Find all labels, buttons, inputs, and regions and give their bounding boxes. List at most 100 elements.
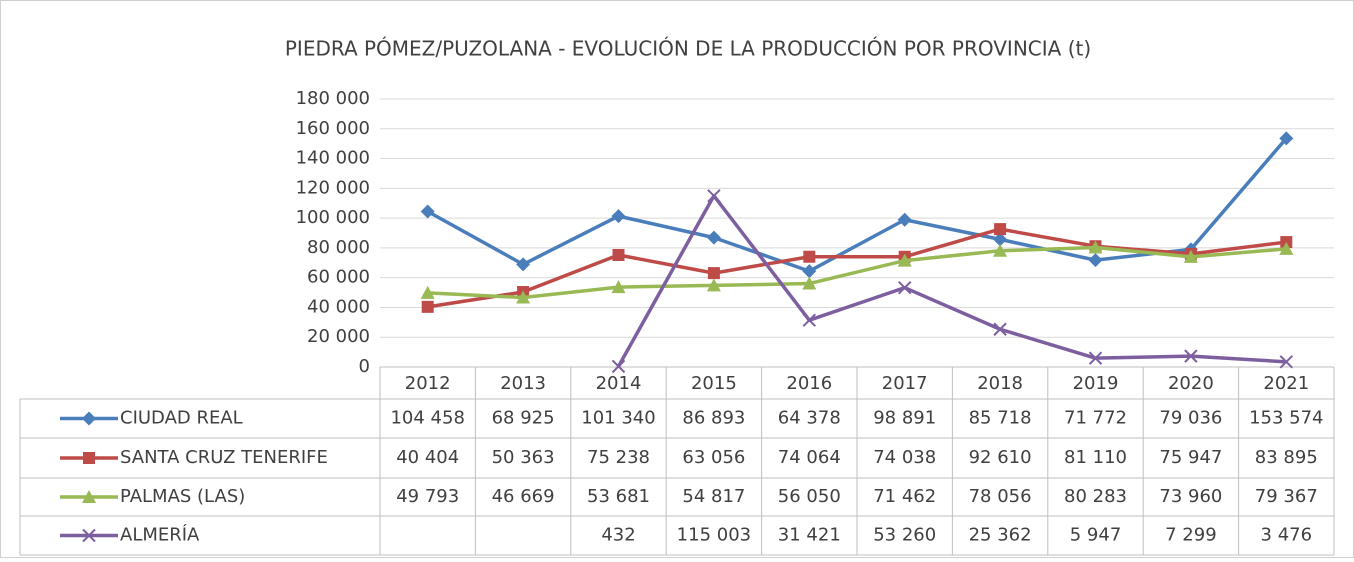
series-line	[427, 227, 1287, 309]
y-tick-label: 120 000	[296, 177, 370, 198]
y-tick-label: 40 000	[307, 296, 370, 317]
table-value: 71 462	[873, 486, 936, 507]
table-value: 56 050	[778, 486, 841, 507]
marker	[83, 452, 95, 464]
legend-label: ALMERÍA	[120, 524, 200, 546]
marker	[1279, 355, 1294, 369]
table-value: 54 817	[682, 486, 745, 507]
table-value: 79 367	[1255, 486, 1318, 507]
chart-title: PIEDRA PÓMEZ/PUZOLANA - EVOLUCIÓN DE LA …	[285, 37, 1091, 61]
marker	[1279, 131, 1294, 146]
x-tick-label: 2017	[882, 373, 928, 394]
marker	[611, 359, 626, 374]
table-value: 115 003	[677, 525, 751, 546]
y-tick-label: 80 000	[307, 237, 370, 258]
table-value: 68 925	[492, 408, 555, 429]
marker	[1184, 349, 1198, 363]
table-value: 78 056	[969, 486, 1032, 507]
table-value: 50 363	[492, 447, 555, 468]
legend-label: CIUDAD REAL	[120, 408, 243, 429]
marker	[1183, 249, 1198, 263]
table-value: 74 038	[873, 447, 936, 468]
series-line	[616, 194, 1287, 368]
table-value: 25 362	[969, 525, 1032, 546]
table-value: 53 260	[873, 525, 936, 546]
table-value: 71 772	[1064, 408, 1127, 429]
y-tick-label: 180 000	[296, 88, 370, 109]
y-tick-label: 140 000	[296, 148, 370, 169]
table-value: 75 947	[1159, 447, 1222, 468]
x-tick-label: 2012	[405, 373, 451, 394]
marker	[1088, 253, 1103, 268]
marker	[802, 264, 817, 279]
marker	[516, 290, 531, 304]
x-tick-label: 2013	[500, 373, 546, 394]
legend-label: PALMAS (LAS)	[120, 486, 245, 507]
table-value: 49 793	[396, 486, 459, 507]
marker	[706, 278, 721, 292]
marker	[802, 276, 817, 290]
table-value: 53 681	[587, 486, 650, 507]
marker	[611, 209, 626, 224]
table-value: 7 299	[1165, 525, 1217, 546]
marker	[897, 212, 912, 227]
marker	[707, 189, 721, 203]
marker	[706, 230, 721, 245]
marker	[994, 223, 1007, 236]
marker	[611, 280, 626, 294]
y-tick-label: 60 000	[307, 267, 370, 288]
table-value: 98 891	[873, 408, 936, 429]
y-tick-label: 20 000	[307, 326, 370, 347]
table-value: 73 960	[1159, 486, 1222, 507]
x-tick-label: 2020	[1168, 373, 1214, 394]
table-value: 83 895	[1255, 447, 1318, 468]
marker	[993, 243, 1008, 257]
marker	[993, 232, 1008, 247]
table-value: 63 056	[682, 447, 745, 468]
marker	[1088, 351, 1103, 365]
x-tick-label: 2015	[691, 373, 737, 394]
table-value: 40 404	[396, 447, 459, 468]
marker	[1279, 241, 1294, 255]
table-value: 153 574	[1249, 408, 1323, 429]
table-value: 75 238	[587, 447, 650, 468]
x-tick-label: 2016	[786, 373, 832, 394]
x-tick-label: 2018	[977, 373, 1023, 394]
marker	[82, 528, 96, 543]
marker	[420, 204, 435, 219]
table-value: 104 458	[390, 408, 464, 429]
marker	[803, 250, 816, 263]
marker	[1088, 240, 1103, 254]
marker	[612, 248, 625, 261]
y-tick-label: 100 000	[296, 207, 370, 228]
legend-label: SANTA CRUZ TENERIFE	[120, 447, 328, 468]
table-value: 46 669	[492, 486, 555, 507]
table-value: 86 893	[682, 408, 745, 429]
series-line	[426, 137, 1288, 273]
table-value: 5 947	[1070, 525, 1122, 546]
marker	[82, 490, 96, 503]
marker	[516, 257, 531, 272]
marker	[421, 300, 434, 313]
marker	[993, 322, 1007, 336]
table-value: 3 476	[1261, 525, 1313, 546]
marker	[897, 280, 912, 295]
marker	[420, 285, 435, 299]
marker	[82, 411, 96, 426]
x-tick-label: 2014	[596, 373, 642, 394]
y-tick-label: 0	[359, 356, 370, 377]
table-value: 85 718	[969, 408, 1032, 429]
y-tick-label: 160 000	[296, 118, 370, 139]
series-line	[427, 245, 1287, 300]
table-value: 81 110	[1064, 447, 1127, 468]
table-value: 432	[601, 525, 635, 546]
x-tick-label: 2021	[1263, 373, 1309, 394]
x-tick-label: 2019	[1073, 373, 1119, 394]
marker	[802, 313, 817, 327]
table-value: 101 340	[581, 408, 655, 429]
table-value: 74 064	[778, 447, 841, 468]
table-value: 92 610	[969, 447, 1032, 468]
table-value: 31 421	[778, 525, 841, 546]
